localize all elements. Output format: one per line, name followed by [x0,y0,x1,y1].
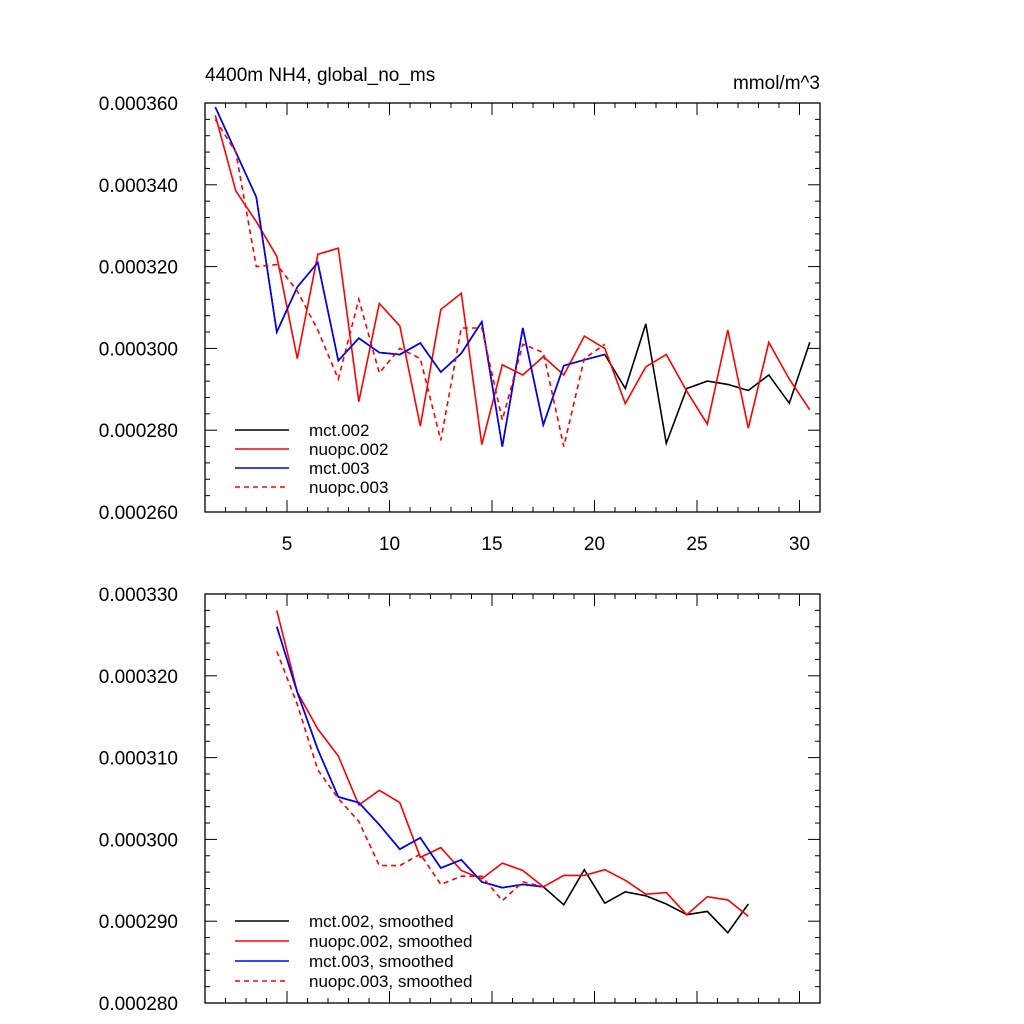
y-tick-label: 0.000300 [99,339,178,360]
y-tick-label: 0.000340 [99,176,178,197]
plot-frame [204,102,821,513]
x-tick-label: 5 [282,534,293,555]
x-tick-label: 15 [481,534,502,555]
y-tick-label: 0.000280 [99,994,178,1015]
y-tick-label: 0.000280 [99,421,178,442]
legend-label: mct.003 [309,459,369,478]
legend-label: mct.002 [309,421,369,440]
chart-title: 4400m NH4, global_no_ms [205,65,435,86]
series-line-mct-002 [214,106,811,447]
chart-panel-1: 5 10 15 20 25 30 0.000260 0.000280 0.000300 0.000… [99,65,821,555]
series-line-nuopc-003-smoothed [276,651,544,902]
series-line-nuopc-002-smoothed [276,610,749,917]
legend-label: nuopc.003, smoothed [309,972,473,991]
legend-label: nuopc.002, smoothed [309,932,473,951]
y-tick-label: 0.000290 [99,912,178,933]
y-tick-label: 0.000330 [99,585,178,606]
series-line-mct-003 [214,106,606,447]
x-tick-label: 25 [686,534,707,555]
x-tick-label: 30 [789,534,810,555]
units-label: mmol/m^3 [733,73,820,94]
y-tick-label: 0.000260 [99,503,178,524]
legend-label: nuopc.003 [309,478,388,497]
series-line-nuopc-003 [214,118,606,447]
legend-label: mct.003, smoothed [309,952,454,971]
y-tick-label: 0.000360 [99,94,178,115]
chart-panel-2: 0.000280 0.000290 0.000300 0.000310 0.000320… [99,585,821,1015]
x-tick-label: 10 [379,534,400,555]
legend-label: mct.002, smoothed [309,912,454,931]
x-tick-label: 20 [584,534,605,555]
series-line-nuopc-002 [214,115,811,445]
y-tick-label: 0.000320 [99,258,178,279]
series-line-mct-003-smoothed [276,626,544,889]
y-tick-label: 0.000320 [99,667,178,688]
legend-label: nuopc.002 [309,440,388,459]
plot-frame [204,593,821,1004]
y-tick-label: 0.000310 [99,749,178,770]
y-tick-label: 0.000300 [99,830,178,851]
